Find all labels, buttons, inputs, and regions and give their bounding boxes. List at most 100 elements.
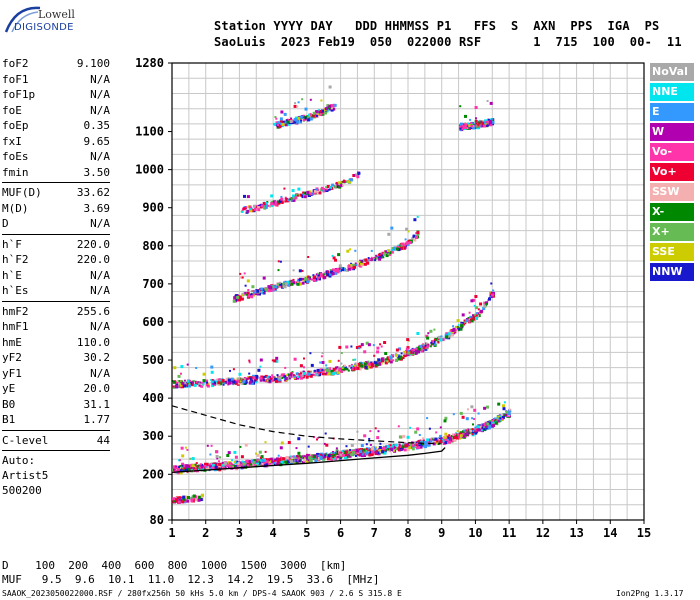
echo-point bbox=[360, 444, 364, 448]
echo-point bbox=[459, 125, 463, 129]
echo-point bbox=[324, 432, 327, 435]
echo-point bbox=[296, 105, 299, 108]
echo-point bbox=[322, 455, 326, 459]
echo-point bbox=[275, 121, 278, 124]
echo-point bbox=[252, 290, 256, 294]
echo-point bbox=[259, 365, 262, 368]
echo-point bbox=[229, 466, 233, 470]
echo-point bbox=[491, 293, 495, 297]
echo-point bbox=[296, 459, 299, 462]
echo-point bbox=[338, 268, 342, 272]
echo-point bbox=[464, 322, 467, 325]
echo-point bbox=[172, 499, 176, 502]
echo-point bbox=[304, 280, 307, 283]
echo-point bbox=[387, 359, 391, 363]
echo-point bbox=[298, 269, 302, 273]
echo-point bbox=[277, 454, 280, 457]
echo-point bbox=[312, 455, 316, 459]
echo-point bbox=[472, 126, 476, 130]
echo-point bbox=[436, 437, 439, 440]
echo-point bbox=[297, 120, 300, 123]
echo-point bbox=[280, 461, 284, 464]
echo-point bbox=[489, 121, 493, 125]
echo-point bbox=[310, 455, 313, 457]
echo-point bbox=[199, 498, 203, 502]
echo-point bbox=[380, 252, 383, 255]
echo-point bbox=[403, 448, 407, 452]
echo-point bbox=[301, 455, 304, 458]
echo-point bbox=[195, 498, 199, 502]
echo-point bbox=[249, 377, 252, 380]
echo-point bbox=[215, 455, 219, 458]
echo-point bbox=[233, 461, 236, 463]
echo-point bbox=[284, 121, 287, 124]
echo-point bbox=[202, 372, 206, 376]
echo-point bbox=[406, 350, 409, 353]
echo-point bbox=[472, 314, 474, 317]
echo-point bbox=[497, 420, 500, 423]
echo-point bbox=[218, 462, 222, 466]
echo-point bbox=[484, 424, 488, 428]
echo-point bbox=[325, 364, 328, 367]
echo-point bbox=[267, 285, 271, 289]
echo-point bbox=[258, 461, 261, 465]
echo-point bbox=[191, 384, 194, 387]
echo-point bbox=[184, 495, 188, 499]
echo-point bbox=[335, 184, 338, 187]
echo-point bbox=[252, 376, 256, 380]
echo-point bbox=[412, 235, 415, 238]
echo-point bbox=[273, 461, 276, 464]
echo-point bbox=[277, 457, 279, 460]
echo-point bbox=[247, 294, 251, 298]
echo-point bbox=[327, 372, 331, 376]
echo-point bbox=[393, 246, 396, 249]
echo-point bbox=[179, 465, 182, 467]
echo-point bbox=[463, 429, 466, 432]
echo-point bbox=[373, 354, 376, 357]
echo-point bbox=[182, 498, 186, 502]
echo-point bbox=[373, 447, 377, 451]
echo-point bbox=[394, 444, 397, 446]
echo-point bbox=[286, 120, 290, 124]
echo-point bbox=[425, 342, 428, 345]
echo-point bbox=[338, 368, 342, 372]
echo-point bbox=[308, 194, 311, 197]
echo-point bbox=[271, 374, 274, 377]
echo-point bbox=[385, 445, 388, 448]
echo-point bbox=[358, 453, 362, 457]
echo-point bbox=[483, 423, 486, 426]
echo-point bbox=[405, 347, 409, 351]
echo-point bbox=[406, 346, 410, 350]
echo-point bbox=[417, 348, 421, 351]
echo-point bbox=[255, 452, 257, 455]
echo-point bbox=[272, 462, 276, 466]
echo-point bbox=[483, 406, 487, 410]
x-tick-label: 7 bbox=[371, 526, 378, 540]
echo-point bbox=[342, 449, 345, 452]
param-name: hmE bbox=[2, 335, 22, 349]
echo-point bbox=[412, 441, 416, 445]
echo-point bbox=[407, 230, 410, 233]
echo-point bbox=[467, 123, 469, 126]
echo-point bbox=[464, 123, 468, 127]
echo-point bbox=[230, 377, 234, 381]
param-name: foEp bbox=[2, 119, 29, 132]
echo-point bbox=[492, 424, 495, 428]
echo-point bbox=[355, 368, 358, 371]
echo-point bbox=[339, 452, 343, 456]
echo-point bbox=[267, 204, 270, 207]
echo-point bbox=[355, 263, 358, 266]
echo-point bbox=[192, 494, 196, 498]
echo-point bbox=[459, 105, 462, 108]
echo-point bbox=[231, 465, 234, 468]
echo-point bbox=[407, 243, 410, 246]
echo-point bbox=[398, 443, 401, 446]
echo-point bbox=[262, 205, 266, 209]
echo-point bbox=[214, 465, 218, 469]
echo-point bbox=[469, 430, 472, 432]
echo-point bbox=[331, 457, 334, 460]
param-name: h`F bbox=[2, 237, 22, 251]
echo-point bbox=[419, 439, 422, 442]
echo-point bbox=[459, 127, 462, 130]
echo-point bbox=[218, 465, 221, 468]
